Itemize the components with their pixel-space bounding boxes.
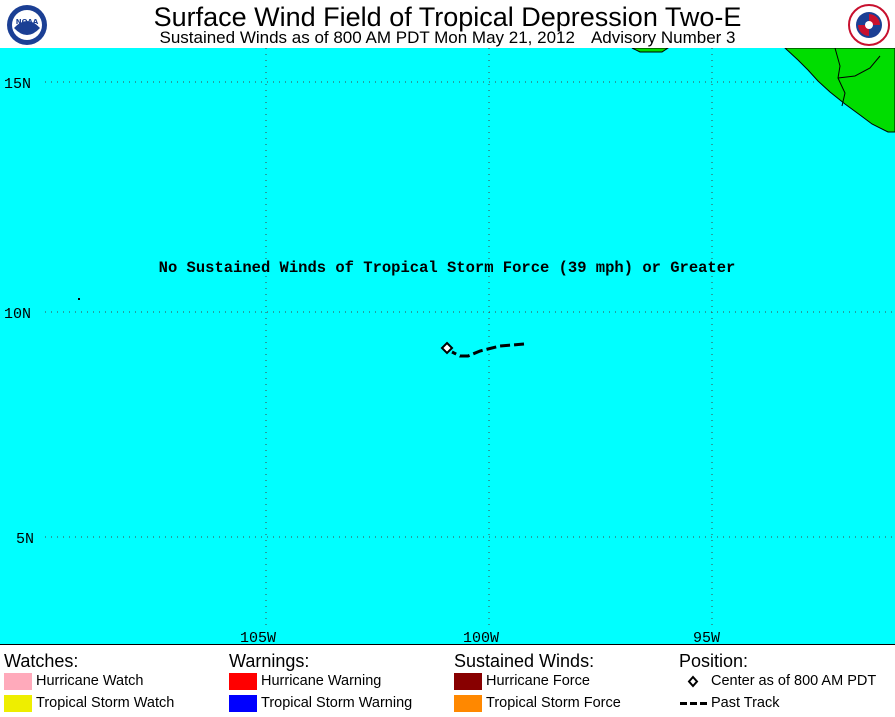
svg-text:NOAA: NOAA [16, 18, 39, 26]
legend-watches-heading: Watches: [4, 651, 79, 671]
legend-item-hurricane-watch: Hurricane Watch [4, 672, 143, 690]
advisory-number-text: Advisory Number 3 [590, 28, 736, 47]
legend-label: Hurricane Watch [36, 673, 144, 689]
tropical-storm-warning-swatch [229, 694, 257, 712]
legend-label: Past Track [711, 695, 780, 711]
island-dot [78, 298, 80, 300]
page-title: Surface Wind Field of Tropical Depressio… [153, 2, 742, 32]
graticule [45, 48, 895, 628]
lon-label-100w: 100W [463, 630, 499, 644]
legend-warnings-heading: Warnings: [229, 651, 310, 671]
legend-item-past-track: Past Track [679, 694, 780, 712]
legend-label: Tropical Storm Watch [36, 695, 175, 711]
no-winds-message: No Sustained Winds of Tropical Storm For… [159, 259, 736, 277]
legend-item-center: Center as of 800 AM PDT [679, 672, 876, 690]
legend-label: Hurricane Warning [261, 673, 382, 689]
valid-time-text: Sustained Winds as of 800 AM PDT Mon May… [159, 28, 575, 47]
lat-label-5n: 5N [16, 531, 34, 548]
legend-item-hurricane-force: Hurricane Force [454, 672, 590, 690]
lon-label-105w: 105W [240, 630, 276, 644]
legend-label: Tropical Storm Warning [261, 695, 413, 711]
legend: Watches: Hurricane Watch Tropical Storm … [0, 644, 895, 717]
legend-item-hurricane-warning: Hurricane Warning [229, 672, 381, 690]
state-border-line-2 [837, 55, 881, 79]
noaa-logo: NOAA [7, 5, 47, 45]
diamond-icon [679, 673, 707, 690]
hurricane-watch-swatch [4, 672, 32, 690]
legend-label: Hurricane Force [486, 673, 590, 689]
lon-label-95w: 95W [693, 630, 720, 644]
legend-item-tropical-storm-watch: Tropical Storm Watch [4, 694, 174, 712]
legend-item-tropical-storm-force: Tropical Storm Force [454, 694, 621, 712]
hurricane-force-swatch [454, 672, 482, 690]
page-subtitle: Sustained Winds as of 800 AM PDT Mon May… [0, 29, 895, 47]
storm-center-diamond-icon [440, 341, 454, 355]
legend-label: Center as of 800 AM PDT [711, 673, 877, 689]
wind-field-map: 15N 10N 5N 105W 100W 95W No Sustained Wi… [0, 48, 895, 644]
past-track-line [451, 342, 525, 358]
lat-label-10n: 10N [4, 306, 31, 323]
lat-label-15n: 15N [4, 76, 31, 93]
tropical-storm-watch-swatch [4, 694, 32, 712]
tropical-storm-force-swatch [454, 694, 482, 712]
legend-winds-heading: Sustained Winds: [454, 651, 595, 671]
legend-position-heading: Position: [679, 651, 749, 671]
dashed-line-icon [679, 695, 707, 712]
header: NOAA Surface Wind Field of Tropical Depr… [0, 0, 895, 48]
hurricane-warning-swatch [229, 672, 257, 690]
legend-item-tropical-storm-warning: Tropical Storm Warning [229, 694, 412, 712]
land-sliver-top [631, 48, 669, 53]
map-canvas: 15N 10N 5N 105W 100W 95W No Sustained Wi… [4, 48, 895, 644]
land-mexico-coast [784, 48, 895, 133]
nws-logo [848, 4, 890, 46]
legend-label: Tropical Storm Force [486, 695, 621, 711]
